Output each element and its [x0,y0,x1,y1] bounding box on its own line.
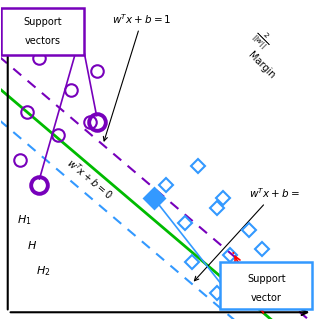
Text: Support: Support [23,17,62,27]
Text: Support: Support [247,274,285,284]
Text: vectors: vectors [25,36,60,46]
FancyBboxPatch shape [1,8,84,55]
Text: $H$: $H$ [27,239,37,251]
Text: Margin: Margin [246,50,277,80]
Text: vector: vector [251,293,282,303]
Text: $H_2$: $H_2$ [36,264,51,278]
Text: $w^Tx+b=$: $w^Tx+b=$ [195,186,300,281]
Text: $w^Tx+b=1$: $w^Tx+b=1$ [103,12,172,141]
Text: $\frac{2}{||w||}$: $\frac{2}{||w||}$ [248,26,275,53]
FancyBboxPatch shape [220,261,312,309]
Text: $w^Tx+b=0$: $w^Tx+b=0$ [64,156,116,203]
Text: $H_1$: $H_1$ [17,213,32,227]
